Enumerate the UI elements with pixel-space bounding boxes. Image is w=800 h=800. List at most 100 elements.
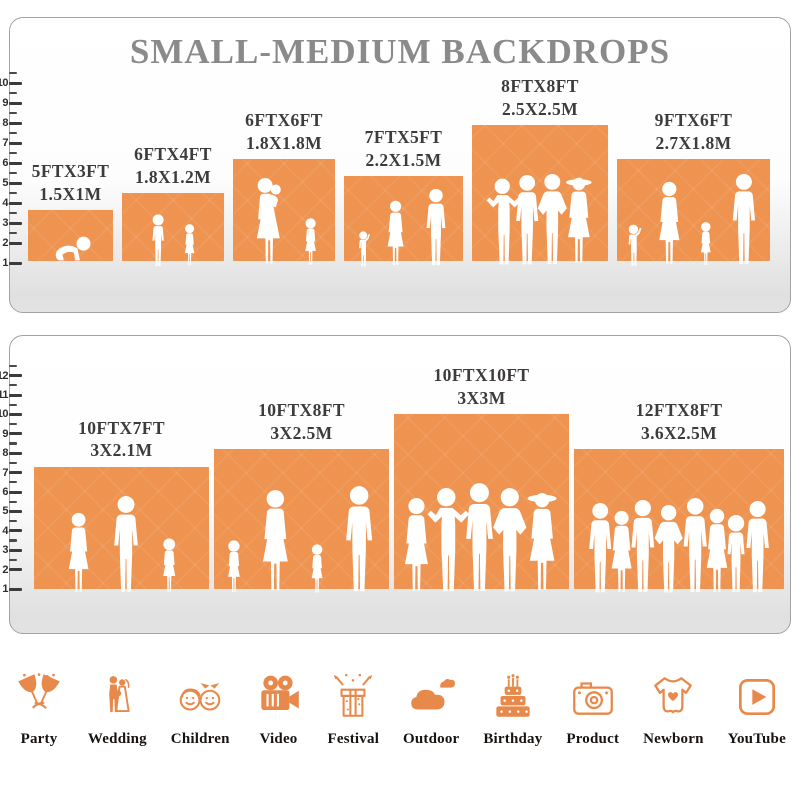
ruler-minor-tick (9, 364, 17, 368)
product-icon (568, 672, 618, 722)
ruler: 10 9 8 7 6 5 4 3 2 1 (0, 18, 29, 312)
category-label: Party (20, 731, 58, 747)
category-birthday: Birthday (483, 648, 542, 748)
backdrop-10ftx10ft: 10FTX10FT 3X3M (394, 365, 569, 589)
backdrop-size-m: 3X2.1M (90, 440, 153, 461)
ruler-number: 9 (2, 427, 8, 440)
backdrop-size-label: 7FTX5FT 2.2X1.5M (365, 126, 443, 171)
category-wedding: Wedding (88, 648, 147, 748)
figure-girl (221, 539, 246, 598)
ruler-major-tick (9, 548, 22, 552)
ruler-minor-tick (9, 191, 17, 195)
backdrop-6ftx6ft: 6FTX6FT 1.8X1.8M (233, 110, 335, 261)
category-label: Birthday (483, 731, 543, 747)
backdrop-size-m: 3X3M (457, 387, 506, 408)
category-video: Video (254, 648, 304, 748)
backdrop-size-ft: 7FTX5FT (364, 127, 443, 148)
backdrop-size-label: 10FTX7FT 3X2.1M (78, 417, 165, 462)
ruler-major-tick (9, 412, 22, 416)
ruler-number: 7 (2, 137, 8, 149)
category-label: Newborn (643, 731, 704, 747)
birthday-icon (488, 672, 538, 722)
ruler-minor-tick (9, 384, 17, 387)
backdrop-size-label: 10FTX10FT 3X3M (434, 364, 530, 409)
category-label: Wedding (87, 731, 147, 747)
figure-woman (381, 200, 409, 270)
category-label: Children (170, 731, 230, 747)
ruler-major-tick (9, 451, 22, 455)
figure-woman-hat (518, 490, 568, 598)
backdrop-rect (233, 159, 335, 261)
ruler-major-tick (9, 490, 22, 494)
page-title: SMALL-MEDIUM BACKDROPS (129, 32, 671, 71)
backdrop-size-ft: 8FTX8FT (501, 76, 579, 97)
ruler-minor-tick (9, 519, 17, 523)
backdrop-7ftx5ft: 7FTX5FT 2.2X1.5M (344, 127, 463, 261)
ruler-major-tick (9, 161, 22, 165)
ruler-minor-tick (9, 539, 17, 542)
figure-man (419, 188, 452, 270)
ruler-number: 12 (0, 369, 9, 382)
backdrop-5ftx3ft: 5FTX3FT 1.5X1M (28, 161, 113, 264)
backdrop-size-ft: 9FTX6FT (654, 110, 733, 131)
backdrop-6ftx4ft: 6FTX4FT 1.8X1.2M (122, 144, 224, 261)
figure-man (337, 485, 382, 598)
silhouette-group (624, 173, 763, 270)
children-icon (175, 672, 225, 722)
ruler-number: 5 (2, 177, 8, 189)
category-label: YouTube (727, 731, 786, 747)
ruler-number: 11 (0, 389, 9, 401)
ruler-minor-tick (9, 71, 17, 75)
ruler-major-tick (9, 181, 22, 185)
ruler-minor-tick (9, 151, 17, 155)
category-label: Product (566, 731, 620, 747)
ruler-number: 10 (0, 77, 9, 89)
backdrop-size-ft: 12FTX8FT (635, 400, 723, 421)
backdrop-size-m: 2.7X1.8M (655, 132, 732, 153)
category-festival: Festival (327, 648, 379, 748)
ruler-minor-tick (9, 461, 17, 465)
figure-woman-baby (246, 177, 289, 270)
ruler-major-tick (9, 374, 22, 378)
backdrop-rect (122, 193, 224, 261)
category-newborn: Newborn (643, 648, 704, 748)
silhouette-group (221, 485, 382, 598)
ruler-number: 4 (2, 197, 8, 209)
ruler-number: 5 (2, 505, 8, 518)
category-outdoor: Outdoor (403, 648, 459, 748)
backdrop-size-label: 9FTX6FT 2.7X1.8M (655, 109, 733, 154)
backdrop-size-m: 2.2X1.5M (365, 149, 442, 170)
video-icon (254, 672, 304, 722)
ruler-major-tick (9, 241, 22, 245)
ruler-minor-tick (9, 500, 17, 503)
panel-small-backdrops: SMALL-MEDIUM BACKDROPS 10 9 8 7 6 5 4 3 2 1 5FTX3F… (0, 17, 791, 313)
backdrop-size-ft: 6FTX4FT (134, 144, 212, 165)
silhouette-group (246, 177, 321, 270)
silhouette-group (396, 482, 568, 598)
figure-man (105, 495, 146, 598)
party-icon (14, 672, 64, 722)
ruler-major-tick (9, 201, 22, 205)
ruler-major-tick (9, 529, 22, 533)
backdrop-size-label: 12FTX8FT 3.6X2.5M (636, 399, 723, 444)
ruler-number: 8 (2, 117, 8, 129)
figure-girl (306, 543, 329, 598)
wedding-icon (92, 672, 142, 722)
figure-girl (299, 217, 321, 270)
ruler-minor-tick (9, 171, 17, 175)
ruler-number: 1 (2, 257, 8, 269)
ruler-minor-tick (9, 442, 17, 445)
backdrop-size-m: 1.8X1.2M (134, 166, 212, 187)
ruler-minor-tick (9, 91, 17, 95)
ruler-number: 7 (2, 466, 8, 479)
silhouette-group (581, 497, 777, 598)
figure-baby (49, 234, 92, 264)
ruler-minor-tick (9, 111, 17, 115)
ruler-number: 2 (2, 237, 8, 249)
figure-woman-hat (557, 175, 601, 270)
ruler-number: 6 (2, 157, 8, 169)
ruler-major-tick (9, 471, 22, 475)
ruler-major-tick (9, 221, 22, 225)
backdrop-rect (28, 210, 113, 261)
ruler-number: 8 (2, 447, 8, 460)
